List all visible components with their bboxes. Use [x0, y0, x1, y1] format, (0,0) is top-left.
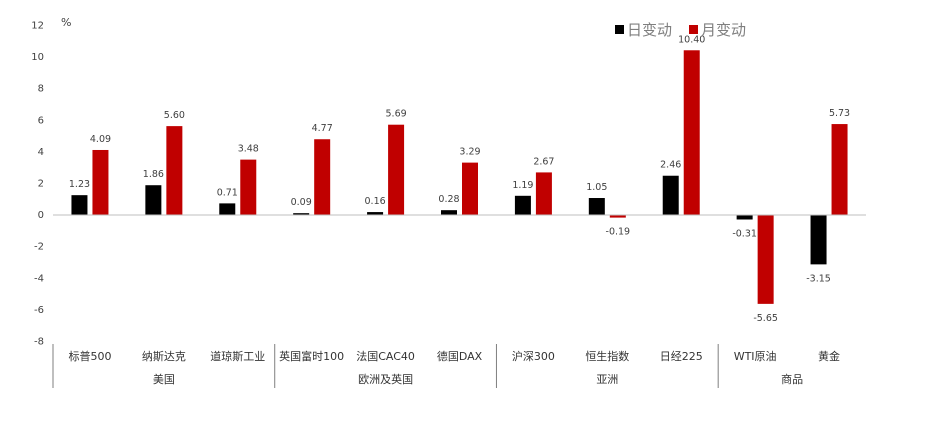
x-tick-label: 德国DAX	[437, 349, 483, 363]
x-group-label: 商品	[781, 372, 803, 386]
bar	[388, 124, 405, 215]
bar	[293, 213, 310, 215]
bar	[314, 139, 331, 215]
bar	[71, 195, 88, 215]
data-label: 5.60	[164, 110, 185, 121]
x-tick-label: 纳斯达克	[142, 350, 186, 363]
bar	[757, 214, 774, 304]
bar	[683, 50, 700, 215]
data-label: 0.71	[217, 187, 238, 198]
y-tick-label: 0	[38, 210, 44, 221]
bar	[609, 214, 626, 218]
legend-swatch	[689, 25, 698, 34]
bar	[588, 198, 605, 215]
bar	[367, 212, 384, 215]
data-label: 1.86	[143, 169, 164, 180]
bar	[462, 162, 478, 215]
data-label: 10.40	[678, 34, 705, 45]
bar	[535, 172, 552, 215]
x-tick-label: WTI原油	[734, 349, 777, 363]
data-label: 0.28	[438, 194, 459, 205]
legend-label: 日变动	[627, 21, 672, 39]
y-tick-label: -6	[34, 305, 44, 316]
x-tick-label: 英国富时100	[279, 349, 344, 363]
y-tick-label: 2	[38, 179, 44, 190]
y-tick-label: -4	[34, 273, 44, 284]
y-axis: 12 10 8 6 4 2 0 -2 -4 -6 -8	[31, 21, 44, 348]
y-tick-label: -2	[34, 242, 44, 253]
x-axis: 标普500 纳斯达克 道琼斯工业 英国富时100 法国CAC40 德国DAX 沪深300 恒生…	[52, 344, 840, 388]
y-tick-label: -8	[34, 337, 44, 348]
data-label: -0.19	[606, 227, 631, 238]
x-group-label: 欧洲及英国	[358, 372, 413, 386]
data-label: -0.31	[732, 228, 757, 239]
data-labels: 1.23 4.09 1.86 5.60 0.71 3.48 0.09 4.77 0.16 5.69…	[69, 34, 850, 324]
legend-swatch	[615, 25, 624, 34]
bar	[92, 149, 109, 215]
x-tick-label: 黄金	[818, 349, 840, 363]
bar	[441, 210, 457, 215]
y-tick-label: 12	[31, 21, 44, 32]
data-label: 5.73	[829, 108, 850, 119]
y-tick-label: 10	[31, 52, 44, 63]
legend-label: 月变动	[701, 21, 746, 39]
data-label: 4.09	[90, 134, 111, 145]
data-label: 3.48	[238, 144, 259, 155]
data-label: 5.69	[386, 109, 407, 120]
x-group-label: 亚洲	[596, 373, 618, 386]
x-tick-label: 恒生指数	[585, 349, 629, 363]
legend: 日变动 月变动	[615, 21, 746, 39]
bar	[240, 159, 257, 215]
x-group-label: 美国	[153, 373, 175, 386]
data-label: 2.67	[533, 156, 554, 167]
data-label: 4.77	[312, 123, 333, 134]
data-label: 0.16	[365, 196, 386, 207]
data-label: 3.29	[459, 147, 480, 158]
x-tick-label: 法国CAC40	[356, 349, 415, 363]
bars	[71, 50, 848, 304]
x-tick-label: 标普500	[68, 349, 111, 363]
data-label: -5.65	[753, 313, 778, 324]
data-label: 1.23	[69, 179, 90, 190]
x-tick-label: 日经225	[660, 350, 703, 363]
x-tick-label: 沪深300	[512, 349, 555, 363]
x-tick-label: 道琼斯工业	[210, 349, 265, 363]
bar	[514, 195, 531, 215]
bar	[810, 214, 827, 265]
y-tick-label: 6	[38, 115, 44, 126]
y-tick-label: 4	[38, 147, 44, 158]
bar	[166, 126, 183, 215]
data-label: 0.09	[291, 197, 312, 208]
bar	[831, 124, 848, 215]
bar	[219, 203, 236, 215]
y-unit-label: %	[61, 16, 71, 29]
data-label: 2.46	[660, 160, 681, 171]
data-label: 1.05	[586, 182, 607, 193]
bar	[662, 175, 679, 215]
bar	[145, 185, 162, 215]
data-label: -3.15	[806, 273, 831, 284]
y-tick-label: 8	[38, 84, 44, 95]
data-label: 1.19	[512, 180, 533, 191]
bar	[736, 214, 753, 220]
